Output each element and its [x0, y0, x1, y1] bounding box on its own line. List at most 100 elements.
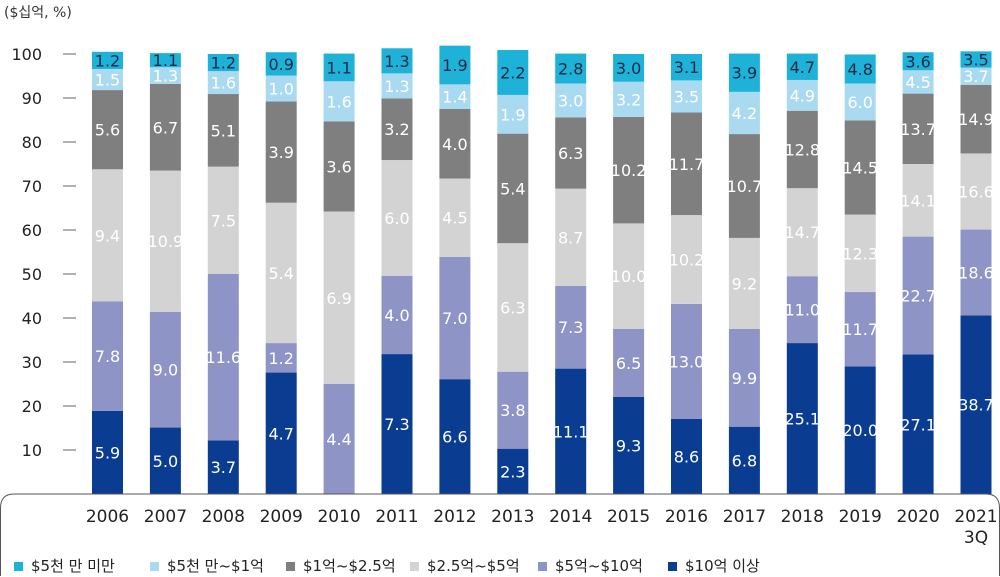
data-label: 5.4: [268, 264, 293, 283]
bar-segment: [613, 116, 645, 224]
y-tick-label: 30: [22, 353, 42, 372]
data-label: 4.0: [442, 135, 467, 154]
data-label: 7.0: [442, 309, 467, 328]
data-label: 1.2: [211, 54, 236, 73]
x-tick-label: 2020: [896, 507, 939, 527]
y-axis: 10 20 30 40 50 60 70 80 90 100: [11, 45, 76, 460]
data-label: 7.5: [211, 211, 236, 230]
x-tick-label: 2008: [202, 507, 245, 527]
data-label: 13.7: [900, 120, 936, 139]
bars: 5.97.89.45.61.51.25.09.010.96.71.31.13.7…: [92, 45, 994, 494]
bar-segment: [960, 67, 992, 85]
data-label: 38.7: [958, 396, 994, 415]
bar-segment: [786, 53, 818, 80]
data-label: 1.9: [442, 56, 467, 75]
bar-segment: [555, 53, 587, 84]
bar-segment: [902, 70, 934, 94]
x-tick-label: 2021 3Q: [954, 507, 997, 548]
data-label: 6.0: [847, 93, 872, 112]
legend-label: $5천 만~$1억: [167, 557, 264, 575]
x-tick-label: 2012: [433, 507, 476, 527]
bar-segment: [439, 109, 471, 179]
bar-segment: [960, 84, 992, 154]
data-label: 3.6: [326, 157, 351, 176]
data-label: 3.6: [905, 52, 930, 71]
data-label: 9.9: [732, 369, 757, 388]
bar-segment: [265, 372, 297, 494]
bar-segment: [844, 214, 876, 293]
legend-swatch: [150, 562, 159, 571]
data-label: 6.3: [500, 298, 525, 317]
x-tick-label: 2017: [723, 507, 766, 527]
data-label: 10.7: [727, 177, 763, 196]
data-label: 3.8: [500, 401, 525, 420]
bar-segment: [92, 90, 123, 170]
y-tick-label: 20: [22, 397, 42, 416]
data-label: 4.8: [847, 60, 872, 79]
data-label: 6.6: [442, 428, 467, 447]
x-tick-label: 2019: [839, 507, 882, 527]
bar-segment: [555, 368, 587, 494]
data-label: 14.7: [784, 223, 820, 242]
legend-label: $5천 만 미만: [31, 557, 115, 575]
bar-segment: [786, 276, 818, 344]
bar-segment: [149, 83, 181, 171]
bar-segment: [728, 426, 760, 494]
x-tick-label: 2011: [375, 507, 418, 527]
data-label: 4.2: [732, 104, 757, 123]
data-label: 6.8: [732, 451, 757, 470]
bar-segment: [786, 110, 818, 189]
data-label: 1.3: [384, 77, 409, 96]
bar-segment: [381, 275, 413, 355]
x-tick-label: 2018: [781, 507, 824, 527]
bar-segment: [207, 166, 239, 274]
bar-segment: [671, 80, 702, 113]
data-label: 7.8: [95, 347, 120, 366]
bar-segment: [323, 384, 355, 494]
data-label: 25.1: [784, 410, 820, 429]
legend-swatch: [668, 562, 677, 571]
data-label: 3.0: [616, 59, 641, 78]
data-label: 2.3: [500, 462, 525, 481]
bar-segment: [902, 164, 934, 237]
data-label: 14.9: [958, 110, 994, 129]
bar-segment: [439, 84, 471, 109]
y-tick-label: 70: [22, 177, 42, 196]
bar-segment: [902, 354, 934, 494]
data-label: 4.5: [442, 209, 467, 228]
bar-segment: [381, 160, 413, 276]
legend-label: $2.5억~$5억: [427, 557, 520, 575]
data-label: 3.0: [558, 91, 583, 110]
data-label: 11.7: [842, 320, 878, 339]
data-label: 5.9: [95, 443, 120, 462]
data-label: 18.6: [958, 263, 994, 282]
x-tick-label: 2006: [86, 507, 129, 527]
data-label: 10.0: [611, 267, 647, 286]
data-label: 1.5: [95, 71, 120, 90]
data-label: 5.0: [153, 452, 178, 471]
bar-segment: [960, 51, 992, 68]
legend-swatch: [538, 562, 547, 571]
data-label: 1.1: [153, 51, 178, 70]
y-tick-label: 10: [22, 441, 42, 460]
legend-swatch: [14, 562, 23, 571]
data-label: 1.2: [95, 51, 120, 70]
bar-segment: [497, 133, 529, 244]
data-label: 1.2: [268, 349, 293, 368]
data-label: 6.0: [384, 209, 409, 228]
data-label: 1.3: [384, 52, 409, 71]
data-label: 1.6: [211, 74, 236, 93]
data-label: 12.3: [842, 244, 878, 263]
data-label: 1.1: [326, 58, 351, 77]
data-label: 3.1: [674, 58, 699, 77]
data-label: 27.1: [900, 415, 936, 434]
bar-segment: [207, 71, 239, 95]
data-label: 7.3: [558, 318, 583, 337]
legend: $5천 만 미만 $5천 만~$1억 $1억~$2.5억 $2.5억~$5억 $5억~$…: [14, 557, 760, 575]
bar-segment: [902, 236, 934, 355]
data-label: 11.1: [553, 422, 589, 441]
bar-segment: [786, 343, 818, 494]
data-label: 5.1: [211, 121, 236, 140]
bar-segment: [613, 329, 645, 397]
x-tick-label: 2010: [317, 507, 360, 527]
